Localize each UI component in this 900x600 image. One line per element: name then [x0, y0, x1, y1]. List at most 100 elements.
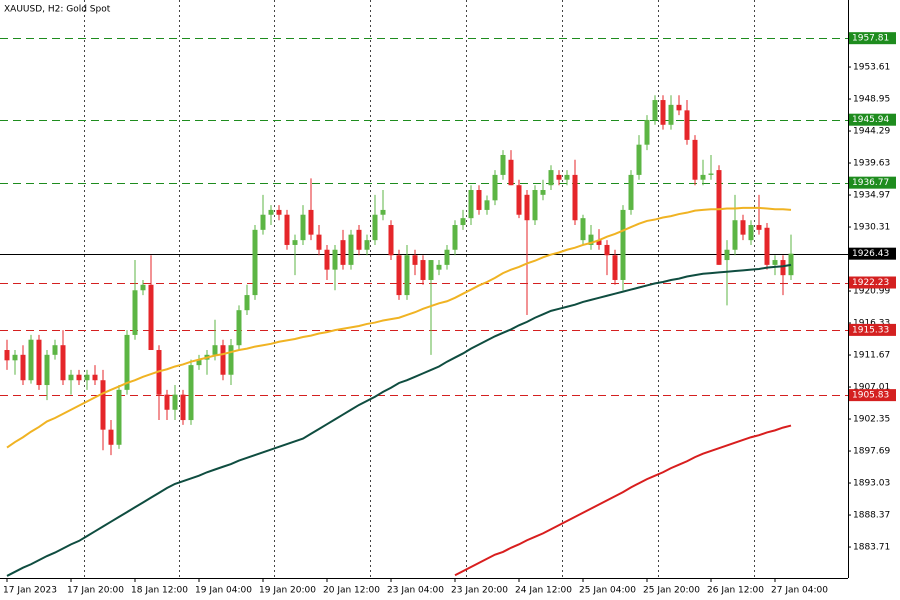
candle-body — [652, 100, 658, 120]
level-box — [849, 276, 896, 289]
candle-body — [244, 295, 250, 311]
y-tick-label: 1934.97 — [853, 191, 890, 201]
level-label: 1957.81 — [852, 34, 889, 44]
x-tick-label: 18 Jan 12:00 — [131, 586, 188, 596]
candle-body — [212, 345, 218, 355]
candle-body — [420, 260, 426, 280]
candle-body — [492, 174, 498, 201]
candle-body — [612, 255, 618, 280]
y-tick-label: 1920.99 — [853, 287, 890, 297]
level-box — [849, 113, 896, 126]
candle-body — [236, 310, 242, 346]
candle-body — [588, 234, 594, 245]
candle-body — [508, 159, 514, 186]
candle-body — [164, 394, 170, 410]
x-tick-label: 17 Jan 2023 — [3, 586, 57, 596]
candle-body — [68, 374, 74, 381]
candle-body — [788, 253, 794, 276]
candle-body — [324, 249, 330, 270]
candle-body — [284, 214, 290, 245]
level-label: 1945.94 — [852, 115, 889, 125]
candle-body — [300, 214, 306, 241]
candle-body — [540, 190, 546, 195]
candle-body — [52, 345, 58, 355]
candle-body — [452, 225, 458, 250]
candle-body — [708, 173, 714, 175]
candle-body — [636, 144, 642, 175]
x-tick-label: 17 Jan 20:00 — [67, 586, 124, 596]
candle-body — [500, 154, 506, 175]
y-tick-label: 1888.37 — [853, 511, 890, 521]
candle-body — [44, 354, 50, 386]
x-tick-label: 19 Jan 20:00 — [259, 586, 316, 596]
candle-body — [556, 174, 562, 180]
candle-body — [716, 170, 722, 265]
candle-body — [332, 249, 338, 270]
level-label: 1905.83 — [852, 391, 889, 401]
candle-body — [476, 190, 482, 210]
candle-body — [364, 240, 370, 250]
candle-body — [196, 359, 202, 366]
level-box — [849, 389, 896, 402]
level-label: 1922.23 — [852, 278, 889, 288]
x-tick-label: 25 Jan 20:00 — [643, 586, 700, 596]
moving-average — [454, 424, 792, 577]
x-tick-label: 24 Jan 12:00 — [515, 586, 572, 596]
level-box — [849, 176, 896, 189]
candle-body — [428, 260, 434, 280]
candle-body — [308, 209, 314, 235]
candle-body — [276, 209, 282, 215]
x-tick-label: 20 Jan 12:00 — [323, 586, 380, 596]
candle-body — [692, 139, 698, 180]
candle-body — [116, 389, 122, 445]
candle-body — [620, 209, 626, 280]
y-tick-label: 1944.29 — [853, 127, 890, 137]
candle-body — [700, 174, 706, 180]
level-box — [849, 323, 896, 336]
candle-body — [524, 194, 530, 221]
y-tick-label: 1948.95 — [853, 95, 890, 105]
level-box — [849, 32, 896, 45]
candle-body — [36, 339, 42, 386]
candle-body — [404, 255, 410, 296]
candle-body — [292, 240, 298, 245]
candle-body — [340, 240, 346, 265]
y-tick-label: 1911.67 — [853, 351, 890, 361]
level-label: 1926.43 — [852, 249, 889, 259]
candle-body — [684, 110, 690, 140]
candle-body — [460, 218, 466, 226]
candle-body — [4, 350, 10, 361]
candle-body — [748, 225, 754, 241]
candle-body — [572, 174, 578, 221]
candle-body — [604, 244, 610, 256]
candle-body — [108, 429, 114, 445]
y-tick-label: 1907.01 — [853, 383, 890, 393]
candle-body — [12, 354, 18, 361]
candle-body — [220, 345, 226, 375]
candle-body — [348, 234, 354, 265]
candle-body — [268, 209, 274, 215]
candle-body — [548, 170, 554, 186]
candle-body — [780, 260, 786, 276]
candle-body — [228, 345, 234, 375]
x-tick-label: 25 Jan 04:00 — [579, 586, 636, 596]
candle-body — [532, 190, 538, 221]
candle-body — [356, 229, 362, 250]
x-tick-label: 19 Jan 04:00 — [195, 586, 252, 596]
candle-body — [764, 227, 770, 265]
y-tick-label: 1902.35 — [853, 415, 890, 425]
x-tick-label: 27 Jan 04:00 — [771, 586, 828, 596]
candle-body — [188, 365, 194, 421]
candle-body — [20, 354, 26, 381]
moving-average — [6, 206, 792, 449]
candle-body — [436, 264, 442, 270]
candle-body — [252, 229, 258, 296]
candle-body — [516, 185, 522, 215]
candle-body — [132, 290, 138, 335]
y-tick-label: 1939.63 — [853, 159, 890, 169]
candle-body — [180, 394, 186, 421]
x-tick-label: 23 Jan 04:00 — [387, 586, 444, 596]
candle-body — [60, 345, 66, 381]
